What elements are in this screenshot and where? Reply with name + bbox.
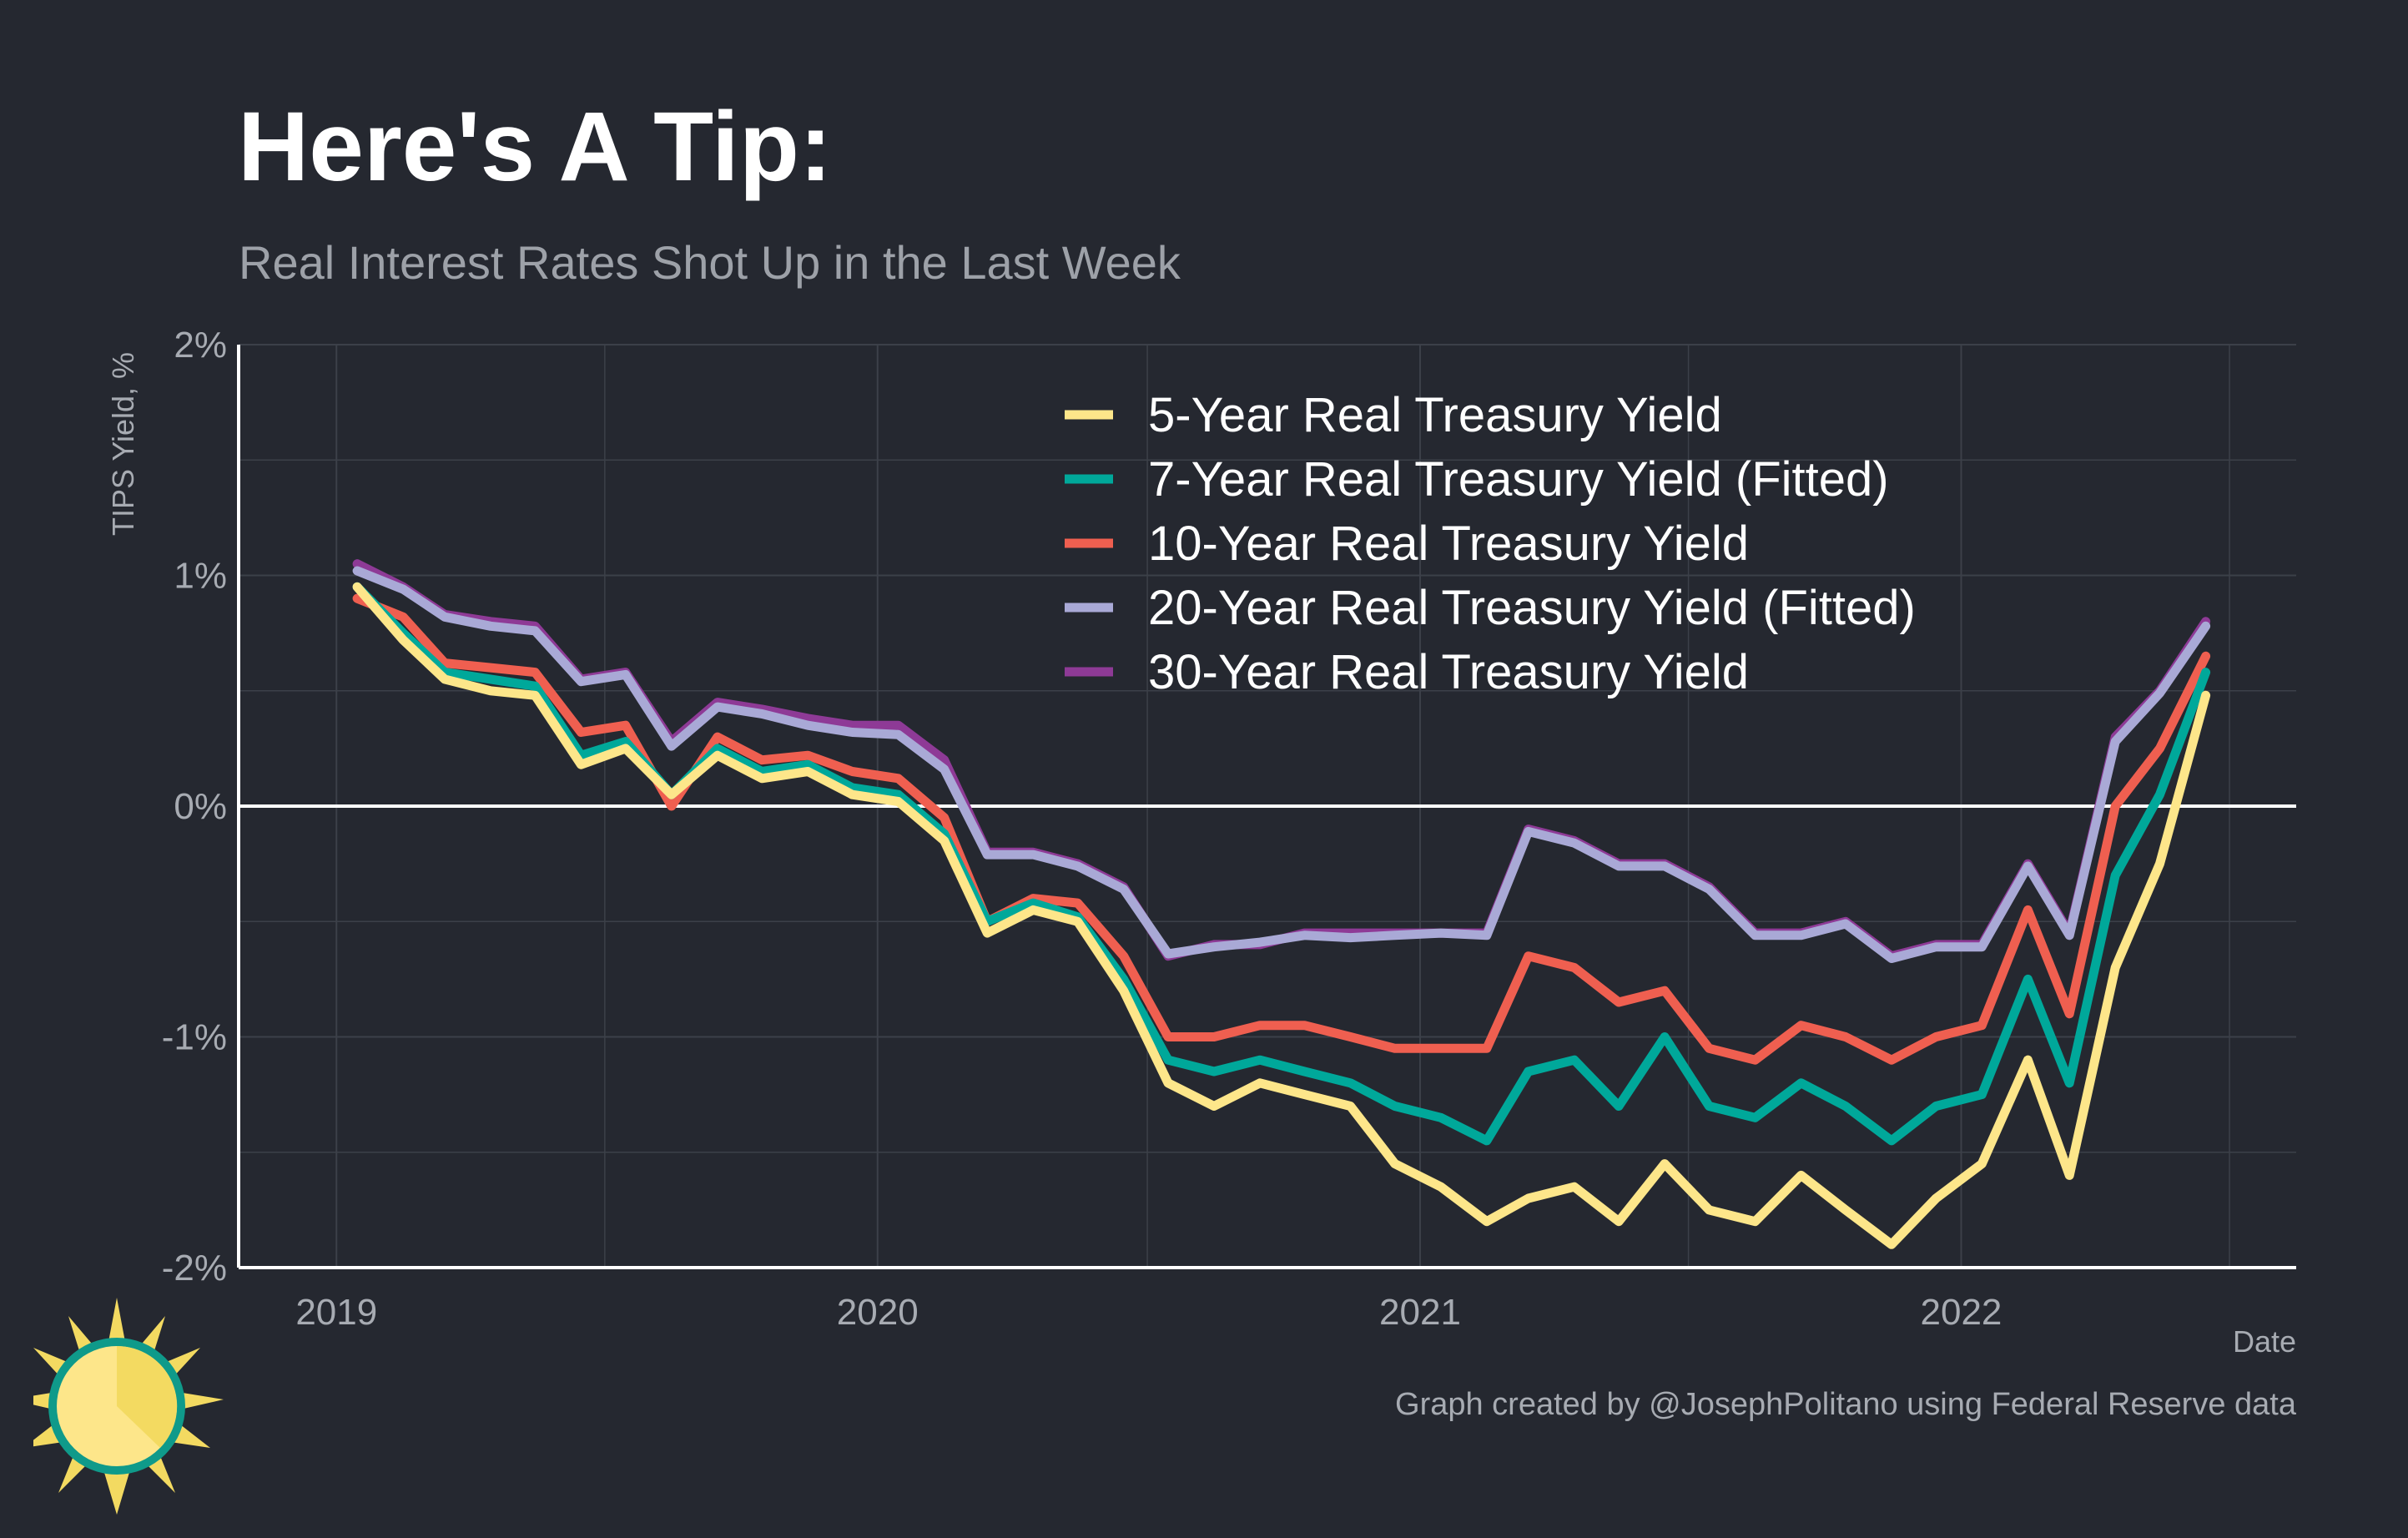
x-tick-label: 2020 — [837, 1292, 919, 1333]
y-tick-labels: 2% 1% 0% -1% -2% — [162, 325, 227, 1288]
series-layer — [352, 559, 2211, 1249]
legend-label: 7-Year Real Treasury Yield (Fitted) — [1148, 452, 1889, 507]
x-tick-label: 2019 — [295, 1292, 377, 1333]
sun-logo-icon — [33, 1298, 224, 1515]
legend-label: 5-Year Real Treasury Yield — [1148, 388, 1722, 442]
legend-label: 10-Year Real Treasury Yield — [1148, 517, 1749, 571]
y-tick-label: 2% — [174, 325, 227, 366]
x-tick-label: 2021 — [1379, 1292, 1461, 1333]
chart-subtitle: Real Interest Rates Shot Up in the Last … — [239, 236, 1181, 289]
y-tick-label: -2% — [162, 1248, 227, 1288]
x-axis-title: Date — [2233, 1324, 2296, 1359]
chart-title: Here's A Tip: — [238, 92, 833, 202]
series-line — [352, 566, 2211, 963]
y-axis-title: TIPS Yield, % — [106, 352, 140, 536]
x-tick-labels: 2019 2020 2021 2022 — [295, 1292, 2002, 1333]
x-tick-label: 2022 — [1921, 1292, 2002, 1333]
legend-label: 20-Year Real Treasury Yield (Fitted) — [1148, 581, 1916, 635]
source-caption: Graph created by @JosephPolitano using F… — [1395, 1387, 2296, 1422]
y-tick-label: 0% — [174, 786, 227, 827]
legend-label: 30-Year Real Treasury Yield — [1148, 645, 1749, 699]
y-tick-label: -1% — [162, 1017, 227, 1058]
y-tick-label: 1% — [174, 556, 227, 597]
legend: 5-Year Real Treasury Yield 7-Year Real Tr… — [1065, 388, 1916, 699]
series-line — [352, 582, 2211, 1249]
